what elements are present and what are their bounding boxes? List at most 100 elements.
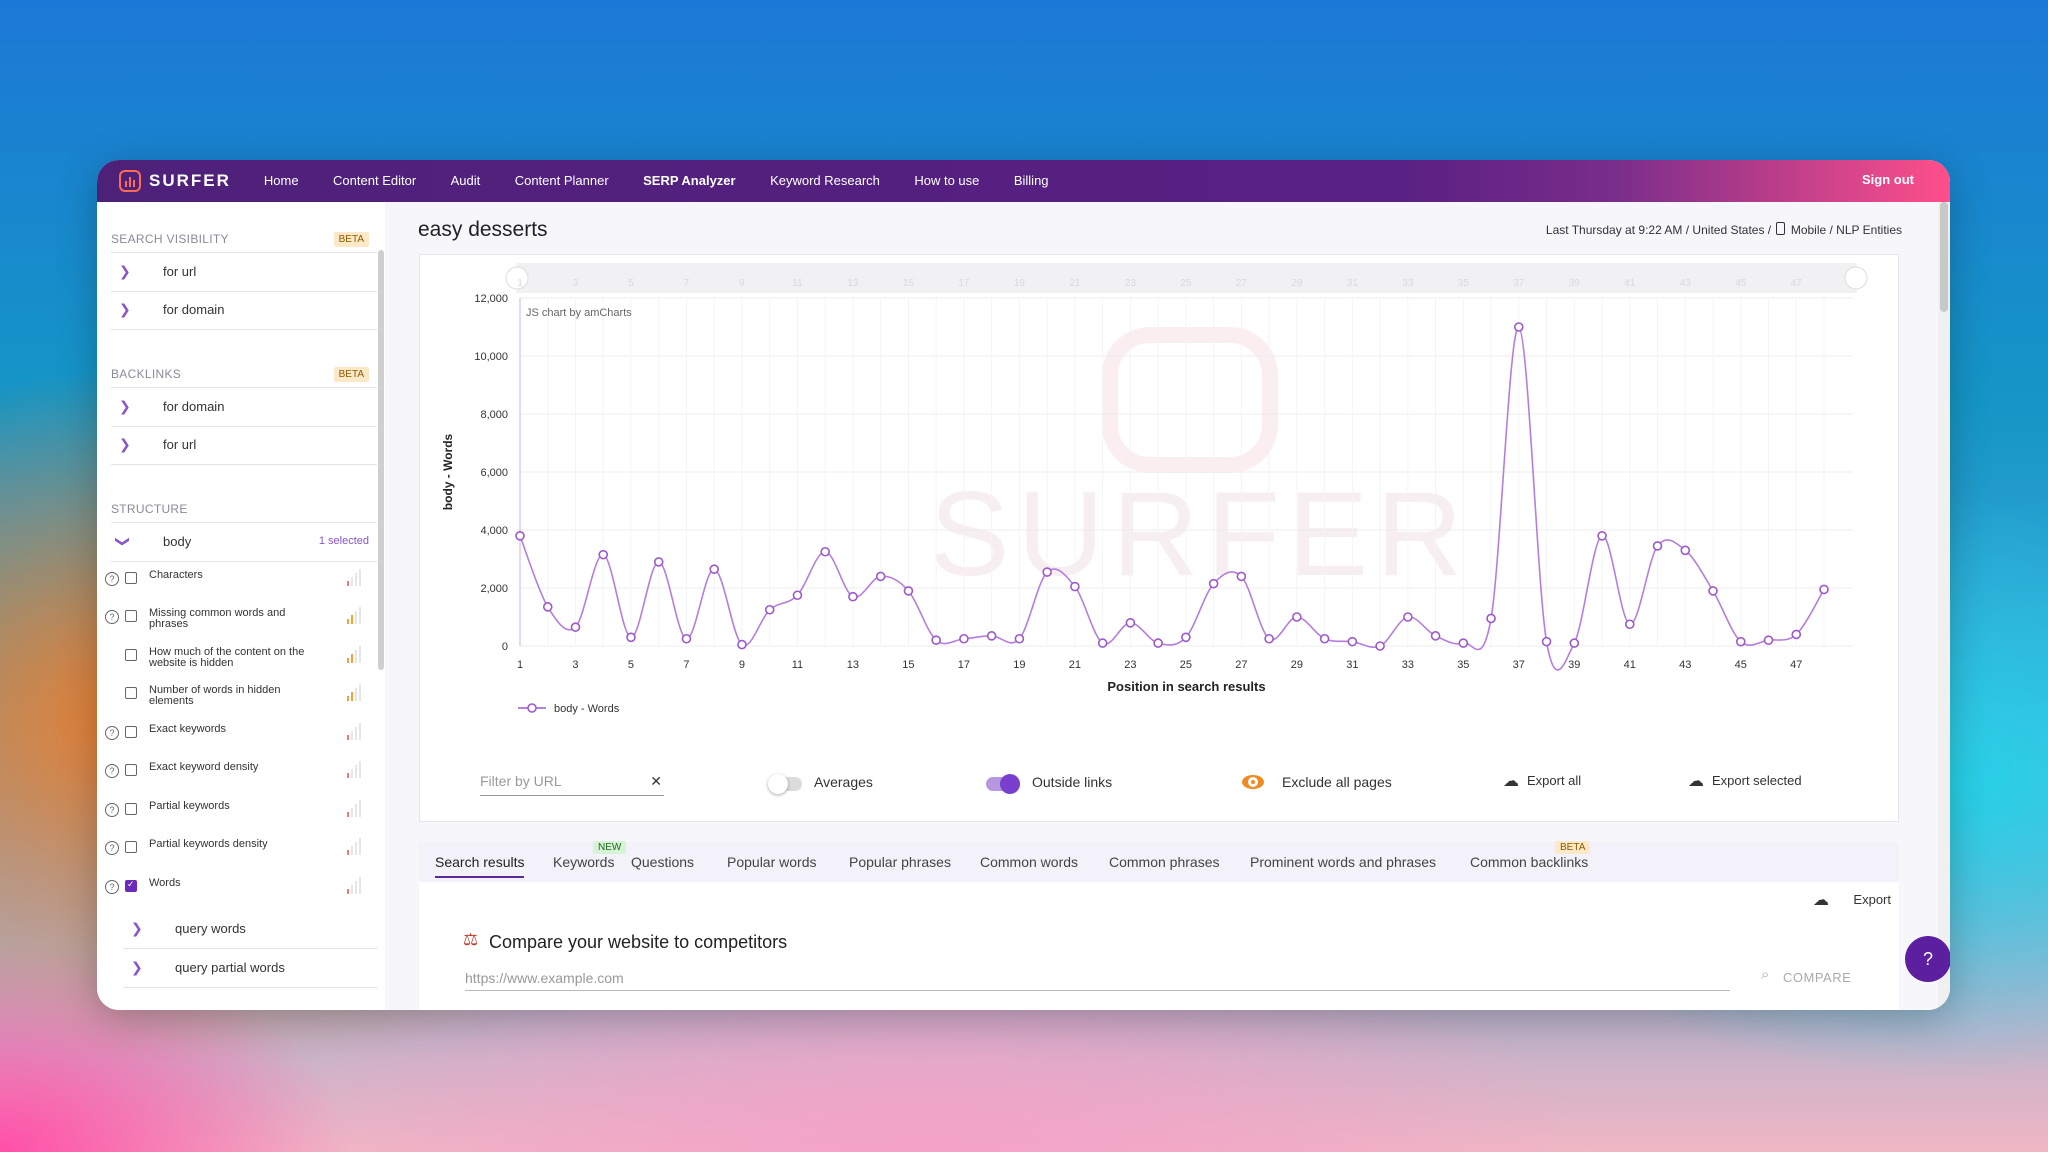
data-point[interactable] — [875, 571, 886, 582]
data-point[interactable] — [598, 549, 609, 560]
sidebar-item-visibility-domain[interactable]: ❯ for domain — [111, 291, 377, 330]
data-point[interactable] — [1763, 635, 1774, 646]
data-point[interactable] — [1014, 633, 1025, 644]
metric-checkbox[interactable] — [125, 764, 137, 776]
data-point[interactable] — [542, 602, 553, 612]
data-point[interactable] — [1735, 636, 1746, 647]
sidebar-item-query-words[interactable]: ❯ query words — [123, 910, 377, 949]
data-point[interactable] — [1430, 631, 1441, 641]
data-point[interactable] — [959, 633, 969, 644]
sign-out-link[interactable]: Sign out — [1862, 172, 1914, 187]
tab-common-phrases[interactable]: Common phrases — [1109, 854, 1220, 870]
data-point[interactable] — [1097, 638, 1108, 648]
tab-keywords[interactable]: Keywords — [553, 854, 615, 870]
metric-checkbox[interactable] — [125, 610, 137, 622]
data-point[interactable] — [1181, 632, 1191, 643]
data-point[interactable] — [848, 591, 858, 602]
tab-popular-phrases[interactable]: Popular phrases — [849, 854, 951, 870]
nav-content-planner[interactable]: Content Planner — [514, 173, 609, 188]
data-point[interactable] — [1514, 322, 1524, 332]
metric-checkbox[interactable] — [125, 572, 137, 584]
nav-how-to-use[interactable]: How to use — [914, 173, 980, 188]
help-icon[interactable]: ? — [105, 764, 119, 778]
data-point[interactable] — [653, 557, 664, 567]
eye-icon[interactable] — [1242, 775, 1264, 789]
data-point[interactable] — [1708, 586, 1718, 596]
metric-item[interactable]: ? Partial keywords density — [105, 829, 379, 867]
export-selected-button[interactable]: Export selected — [1712, 773, 1802, 788]
data-point[interactable] — [681, 633, 692, 644]
metric-checkbox[interactable] — [125, 879, 137, 892]
meta-device-nlp[interactable]: Mobile / NLP Entities — [1790, 223, 1902, 237]
help-icon[interactable]: ? — [105, 726, 119, 740]
data-point[interactable] — [1458, 638, 1469, 648]
help-button[interactable]: ? — [1905, 936, 1950, 982]
export-button[interactable]: Export — [1853, 892, 1891, 907]
data-point[interactable] — [626, 632, 636, 643]
metric-item[interactable]: How much of the content on the website i… — [105, 637, 379, 675]
main-scrollbar[interactable] — [1938, 202, 1950, 1010]
nav-home[interactable]: Home — [263, 173, 299, 188]
data-point[interactable] — [1153, 638, 1163, 648]
metric-item[interactable]: Number of words in hidden elements — [105, 675, 379, 713]
data-point[interactable] — [1819, 584, 1829, 595]
nav-content-editor[interactable]: Content Editor — [333, 173, 417, 188]
data-point[interactable] — [820, 546, 830, 557]
data-point[interactable] — [709, 564, 720, 574]
data-point[interactable] — [737, 639, 747, 650]
data-point[interactable] — [903, 586, 914, 596]
sidebar-item-query-partial-words[interactable]: ❯ query partial words — [123, 949, 377, 988]
data-point[interactable] — [931, 635, 941, 646]
data-point[interactable] — [1208, 578, 1219, 589]
metric-item[interactable]: ? Exact keyword density — [105, 752, 379, 790]
data-point[interactable] — [1624, 619, 1635, 630]
data-point[interactable] — [1125, 617, 1136, 628]
data-point[interactable] — [1319, 633, 1330, 644]
data-point[interactable] — [1070, 581, 1080, 592]
data-point[interactable] — [1652, 541, 1663, 551]
averages-toggle[interactable] — [768, 774, 802, 794]
data-point[interactable] — [792, 590, 803, 601]
help-icon[interactable]: ? — [105, 803, 119, 817]
metric-item[interactable]: ? Partial keywords — [105, 791, 379, 829]
nav-serp-analyzer[interactable]: SERP Analyzer — [643, 173, 736, 188]
metric-item[interactable]: ? Characters — [105, 560, 379, 598]
data-point[interactable] — [1597, 530, 1607, 541]
data-point[interactable] — [1791, 629, 1802, 640]
sidebar-item-backlinks-domain[interactable]: ❯ for domain — [111, 387, 377, 427]
export-all-button[interactable]: Export all — [1527, 773, 1582, 788]
help-icon[interactable]: ? — [105, 572, 119, 586]
data-point[interactable] — [1375, 641, 1385, 651]
nav-billing[interactable]: Billing — [1013, 173, 1049, 188]
tab-prominent-words[interactable]: Prominent words and phrases — [1250, 854, 1436, 870]
outside-links-toggle[interactable] — [986, 774, 1020, 794]
metric-item[interactable]: ? Exact keywords — [105, 714, 379, 752]
data-point[interactable] — [1236, 571, 1247, 582]
sidebar-item-backlinks-url[interactable]: ❯ for url — [111, 426, 377, 465]
tab-common-words[interactable]: Common words — [980, 854, 1079, 870]
tab-search-results[interactable]: Search results — [435, 854, 525, 878]
sidebar-group-body[interactable]: ❯ body 1 selected — [111, 522, 377, 562]
metric-item[interactable]: ? Missing common words and phrases — [105, 598, 379, 636]
data-point[interactable] — [1403, 612, 1413, 622]
data-point[interactable] — [764, 604, 775, 615]
filter-by-url-input[interactable]: Filter by URL ✕ — [480, 773, 664, 796]
help-icon[interactable]: ? — [105, 841, 119, 855]
clear-filter-icon[interactable]: ✕ — [650, 773, 662, 789]
metric-item[interactable]: ? Words — [105, 868, 379, 906]
compare-button[interactable]: COMPARE — [1783, 970, 1852, 985]
nav-audit[interactable]: Audit — [450, 173, 481, 188]
tab-questions[interactable]: Questions — [631, 854, 695, 870]
sidebar-item-visibility-url[interactable]: ❯ for url — [111, 252, 377, 292]
help-icon[interactable]: ? — [105, 610, 119, 624]
compare-url-input[interactable]: https://www.example.com — [465, 970, 1730, 991]
data-point[interactable] — [1292, 612, 1302, 622]
data-point[interactable] — [1347, 636, 1358, 647]
help-icon[interactable]: ? — [105, 880, 119, 894]
nav-keyword-research[interactable]: Keyword Research — [770, 173, 880, 188]
metric-checkbox[interactable] — [125, 687, 137, 699]
data-point[interactable] — [1569, 638, 1580, 648]
data-point[interactable] — [1541, 636, 1552, 647]
exclude-all-pages-label[interactable]: Exclude all pages — [1282, 774, 1392, 790]
logo[interactable]: SURFER — [119, 170, 231, 192]
